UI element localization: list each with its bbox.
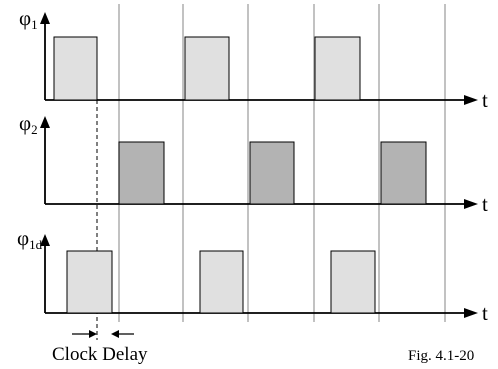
arrowhead-right-icon — [464, 199, 478, 209]
figure-label: Fig. 4.1-20 — [408, 348, 474, 364]
signal-row-phi2: φ2 t — [19, 111, 488, 216]
signal-label-phi1d: φ1d — [17, 226, 43, 252]
time-label: t — [482, 88, 488, 112]
arrowhead-left-icon — [111, 330, 119, 338]
signal-row-phi1: φ1 t — [19, 6, 488, 112]
pulse — [314, 36, 361, 101]
pulse — [380, 141, 427, 205]
arrowhead-right-icon — [464, 308, 478, 318]
signal-label-phi1: φ1 — [19, 6, 38, 32]
arrowhead-up-icon — [40, 234, 50, 246]
pulse — [118, 141, 165, 205]
pulse — [249, 141, 295, 205]
arrowhead-right-icon — [89, 330, 97, 338]
pulse — [184, 36, 230, 101]
arrowhead-up-icon — [40, 12, 50, 24]
signal-label-phi2: φ2 — [19, 111, 38, 137]
signal-row-phi1d: φ1d t — [17, 226, 488, 325]
pulse — [53, 36, 98, 101]
clock-delay-label: Clock Delay — [52, 344, 148, 364]
pulse — [199, 250, 244, 314]
timing-gridlines — [118, 4, 446, 322]
pulse — [330, 250, 376, 314]
time-label: t — [482, 301, 488, 325]
pulse — [66, 250, 113, 314]
arrowhead-right-icon — [464, 95, 478, 105]
time-label: t — [482, 192, 488, 216]
arrowhead-up-icon — [40, 116, 50, 128]
clock-delay-dimension — [72, 330, 134, 338]
